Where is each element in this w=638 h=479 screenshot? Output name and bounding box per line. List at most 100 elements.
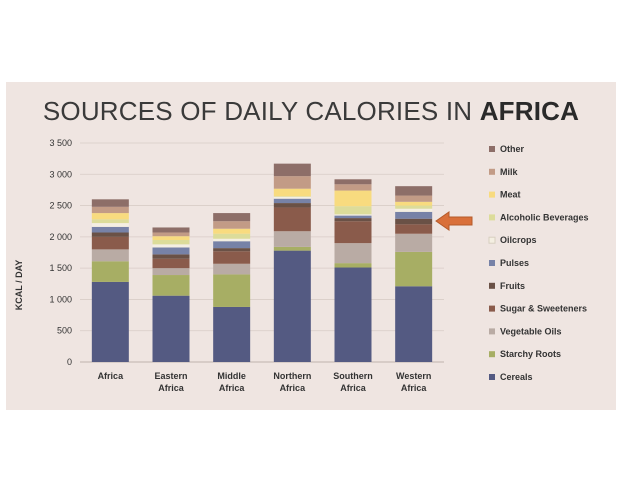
bar-segment — [152, 236, 190, 240]
y-tick-label: 1 500 — [49, 263, 72, 273]
bar-segment — [395, 211, 433, 219]
bar-segment — [334, 218, 372, 222]
legend-swatch — [489, 191, 495, 198]
y-tick-label: 3 000 — [49, 169, 72, 179]
legend-swatch — [489, 328, 495, 335]
bar-segment — [213, 213, 251, 222]
y-tick-label: 1 000 — [49, 294, 72, 304]
bar-segment — [395, 195, 433, 202]
legend-label: Oilcrops — [500, 235, 537, 245]
bar-segment — [395, 286, 433, 362]
legend-label: Pulses — [500, 258, 529, 268]
y-tick-label: 0 — [67, 357, 72, 367]
bar-segment — [213, 248, 251, 252]
bar-segment — [273, 250, 311, 362]
x-tick-label: Middle — [217, 371, 246, 381]
chart-title: SOURCES OF DAILY CALORIES IN AFRICA — [6, 96, 616, 127]
y-axis-label: KCAL / DAY — [14, 260, 24, 311]
bar-segment — [395, 205, 433, 209]
bar-segment — [152, 268, 190, 276]
bar-segment — [395, 233, 433, 252]
bar-segment — [213, 263, 251, 275]
bar-segment — [91, 199, 129, 207]
bar-segment — [91, 249, 129, 262]
legend-label: Other — [500, 144, 525, 154]
bar-segment — [395, 208, 433, 212]
slide: SOURCES OF DAILY CALORIES IN AFRICA 0 500… — [6, 82, 616, 410]
bar-segment — [152, 232, 190, 237]
chart-title-emphasis: AFRICA — [479, 96, 580, 126]
bar-segment — [213, 251, 251, 264]
bar-segment — [152, 295, 190, 362]
legend-label: Alcoholic Beverages — [500, 212, 589, 222]
legend-swatch — [489, 305, 495, 312]
bar-segment — [334, 263, 372, 268]
bar-segment — [273, 196, 311, 199]
bar-segment — [213, 241, 251, 249]
bar-segment — [273, 176, 311, 189]
bar-segment — [91, 232, 129, 237]
bar-segment — [395, 186, 433, 196]
bar-segment — [334, 184, 372, 191]
y-tick-label: 3 500 — [49, 138, 72, 148]
bar-segment — [273, 196, 311, 197]
bar-segment — [395, 251, 433, 287]
bar-segment — [213, 228, 251, 234]
bar-segment — [273, 188, 311, 197]
x-tick-label: Africa — [340, 383, 367, 393]
legend-label: Fruits — [500, 281, 525, 291]
bar-segment — [213, 238, 251, 242]
bar-segment — [395, 224, 433, 234]
x-tick-label: Western — [396, 371, 431, 381]
chart-title-prefix: SOURCES OF DAILY CALORIES IN — [42, 96, 480, 126]
bar-segment — [273, 203, 311, 208]
legend-label: Meat — [500, 190, 521, 200]
legend-swatch — [489, 146, 495, 152]
y-axis: 0 500 1 000 1 500 2 000 2 500 3 000 3 500 — [49, 138, 444, 367]
x-tick-label: Africa — [280, 383, 307, 393]
x-tick-label: Southern — [333, 371, 373, 381]
y-tick-label: 2 500 — [49, 201, 72, 211]
bar-segment — [334, 215, 372, 219]
x-tick-label: Africa — [158, 383, 185, 393]
x-tick-label: Africa — [219, 383, 246, 393]
bar-segment — [152, 227, 190, 233]
bar-segment — [273, 246, 311, 251]
x-tick-label: Africa — [98, 371, 125, 381]
bar-segment — [152, 258, 190, 269]
bar-segment — [273, 207, 311, 232]
bar-segment — [91, 261, 129, 282]
bar-segment — [395, 201, 433, 206]
bar-segment — [91, 219, 129, 224]
legend-swatch — [489, 214, 495, 221]
bar-segment — [152, 275, 190, 296]
legend-label: Cereals — [500, 372, 533, 382]
y-tick-label: 2 000 — [49, 232, 72, 242]
bar-segment — [152, 254, 190, 259]
bar-segment — [273, 198, 311, 204]
bar-segment — [334, 221, 372, 244]
legend-swatch — [489, 282, 495, 289]
bar-segment — [334, 214, 372, 216]
bar-segment — [152, 247, 190, 255]
legend-swatch — [488, 236, 496, 244]
bars — [91, 163, 433, 362]
bar-segment — [91, 236, 129, 250]
legend-swatch — [489, 351, 495, 358]
bar-segment — [334, 190, 372, 207]
bar-segment — [334, 206, 372, 215]
legend-swatch — [489, 260, 495, 266]
bar-segment — [91, 281, 129, 362]
bar-segment — [273, 163, 311, 177]
legend-swatch — [489, 374, 495, 380]
bar-segment — [91, 226, 129, 233]
legend-label: Milk — [500, 167, 518, 177]
bar-segment — [152, 239, 190, 245]
x-tick-label: Northern — [273, 371, 311, 381]
legend-label: Sugar & Sweeteners — [500, 304, 587, 314]
stacked-bar-chart: 0 500 1 000 1 500 2 000 2 500 3 000 3 500 Afric… — [14, 138, 589, 393]
bar-segment — [152, 244, 190, 248]
bar-segment — [91, 206, 129, 214]
annotation-arrow — [435, 211, 473, 231]
x-axis: Africa Eastern Africa Middle Africa Northern A… — [98, 371, 432, 393]
